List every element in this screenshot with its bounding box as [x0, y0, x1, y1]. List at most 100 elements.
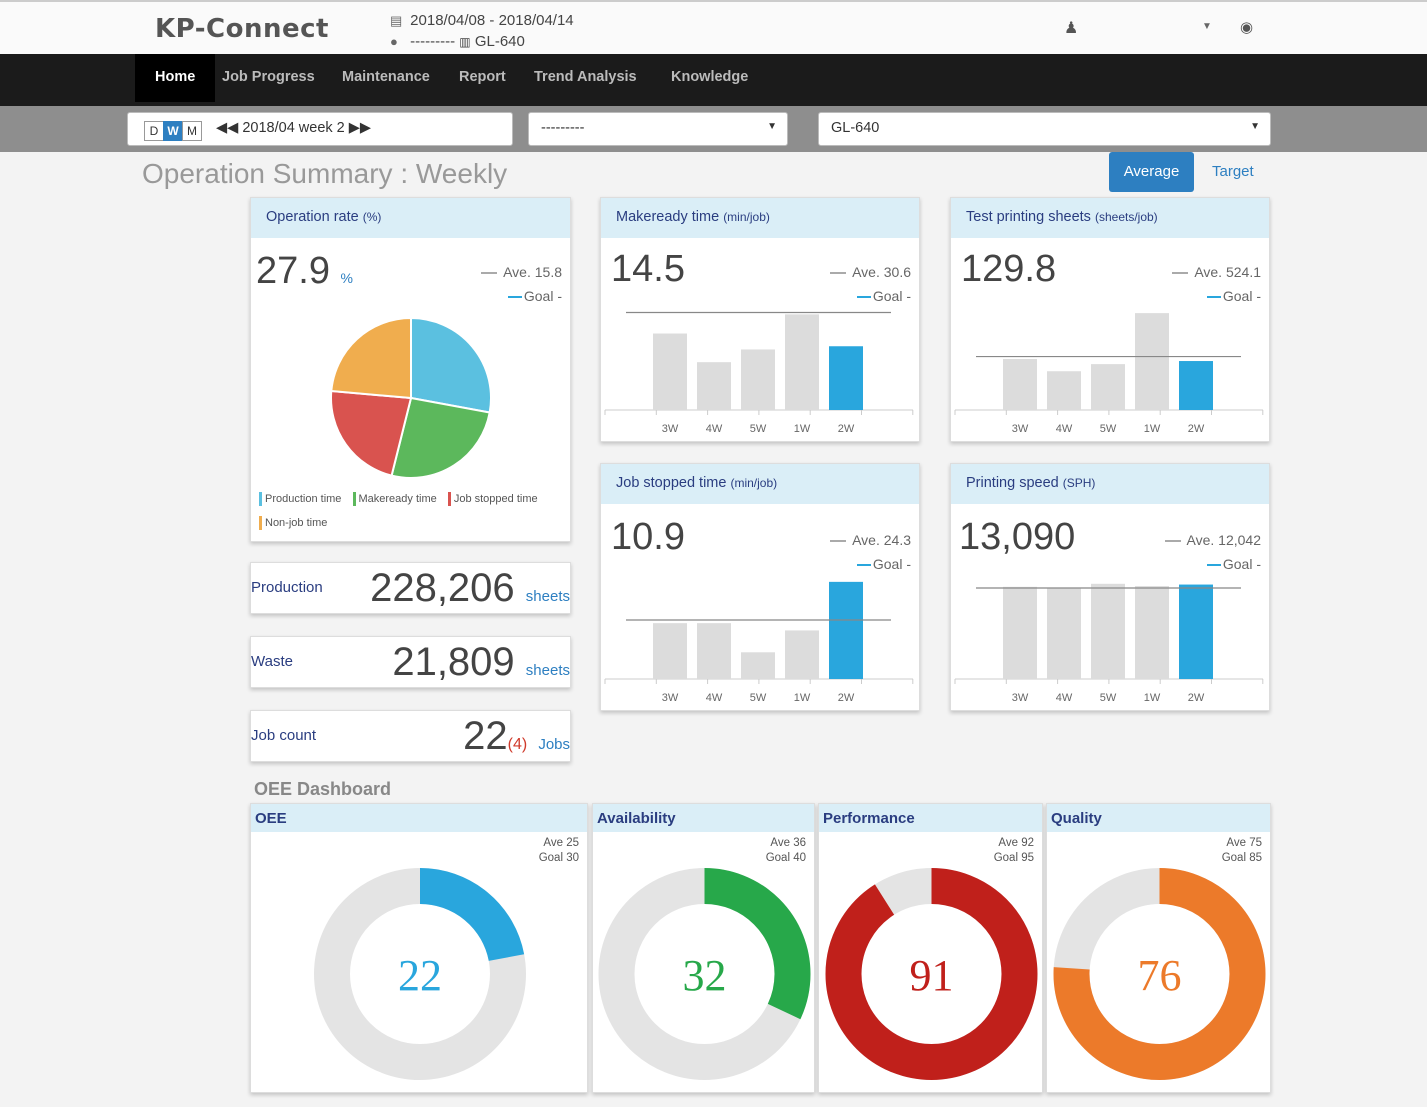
next-period-icon[interactable]: ▶▶ [348, 120, 372, 136]
nav-maintenance[interactable]: Maintenance [342, 69, 430, 85]
pie-slice-makeready-time [390, 396, 491, 479]
x-tick-label: 1W [794, 423, 811, 435]
waste-card: Waste 21,809 sheets [250, 636, 571, 688]
average-button[interactable]: Average [1109, 152, 1194, 192]
nav-trend-analysis[interactable]: Trend Analysis [534, 69, 637, 85]
machine-icon: ▥ [459, 35, 471, 49]
oee-card: OEE Ave 25 Goal 30 22 [250, 803, 588, 1093]
availability-ave: Ave 36 [770, 837, 806, 849]
quality-card: Quality Ave 75 Goal 85 76 [1046, 803, 1271, 1093]
bar-3W [1003, 359, 1037, 410]
availability-card-title: Availability [593, 804, 814, 832]
bar-4W [697, 362, 731, 410]
job-count-value: 22 [463, 714, 508, 758]
donut-value-label: 32 [683, 951, 727, 1000]
nav-report[interactable]: Report [459, 69, 506, 85]
performance-goal: Goal 95 [993, 852, 1034, 864]
printing-speed-unit: (SPH) [1062, 476, 1096, 490]
x-tick-label: 5W [750, 423, 767, 435]
bar-3W [653, 333, 687, 410]
production-label: Production [251, 579, 323, 596]
date-range: 2018/04/08 - 2018/04/14 [410, 12, 574, 29]
eye-icon[interactable]: ◉ [1240, 19, 1254, 36]
nav-home[interactable]: Home [135, 54, 216, 102]
prev-period-icon[interactable]: ◀◀ [216, 120, 239, 136]
bar-4W [1047, 588, 1081, 679]
production-value: 228,206 [370, 566, 515, 610]
availability-goal: Goal 40 [765, 852, 806, 864]
operation-rate-ave: Ave. 15.8 [503, 264, 562, 280]
makeready-goal: Goal - [872, 288, 911, 304]
job-stopped-card: Job stopped time (min/job) 10.9 Ave. 24.… [600, 463, 920, 711]
x-tick-label: 1W [1144, 692, 1161, 704]
bar-5W [1091, 364, 1125, 410]
test-printing-title: Test printing sheets [966, 209, 1091, 225]
donut-value-label: 76 [1138, 951, 1182, 1000]
nav-knowledge[interactable]: Knowledge [671, 69, 749, 85]
nav-job-progress[interactable]: Job Progress [222, 69, 315, 85]
donut-value-arc [314, 868, 526, 1080]
test-printing-bar-chart: 3W 4W 5W 1W 2W [954, 313, 1264, 435]
x-tick-label: 5W [1100, 423, 1117, 435]
bar-3W [653, 623, 687, 679]
makeready-title: Makeready time [616, 209, 720, 225]
x-tick-label: 5W [1100, 692, 1117, 704]
x-tick-label: 4W [1056, 692, 1073, 704]
performance-card-title: Performance [819, 804, 1042, 832]
user-icon[interactable]: ♟ [1064, 20, 1079, 37]
period-month-button[interactable]: M [182, 121, 202, 141]
operation-rate-unit: (%) [362, 210, 382, 224]
x-tick-label: 1W [794, 692, 811, 704]
machine-name: GL-640 [474, 33, 525, 50]
period-day-button[interactable]: D [144, 121, 164, 141]
test-printing-card: Test printing sheets (sheets/job) 129.8 … [950, 197, 1270, 442]
job-stopped-title: Job stopped time [616, 475, 727, 491]
makeready-value: 14.5 [611, 248, 685, 290]
chevron-down-icon: ▼ [1250, 121, 1260, 132]
printing-speed-ave: Ave. 12,042 [1186, 532, 1261, 548]
chevron-down-icon[interactable]: ▼ [1202, 21, 1212, 32]
bar-1W [1135, 586, 1169, 679]
x-tick-label: 3W [1012, 423, 1029, 435]
chevron-down-icon: ▼ [767, 121, 777, 132]
operation-rate-value-unit: % [340, 270, 353, 286]
operator-select-value: --------- [541, 120, 585, 136]
operator-select[interactable]: --------- ▼ [528, 112, 788, 146]
test-printing-unit: (sheets/job) [1094, 210, 1158, 224]
quality-donut-chart: 76 [1053, 868, 1266, 1080]
main-nav: Home Job Progress Maintenance Report Tre… [0, 54, 1427, 106]
job-count-unit: Jobs [538, 736, 570, 753]
waste-unit: sheets [525, 662, 570, 679]
availability-card: Availability Ave 36 Goal 40 32 [592, 803, 815, 1093]
machine-select[interactable]: GL-640 ▼ [818, 112, 1271, 146]
filter-bar: D W M ◀◀ 2018/04 week 2 ▶▶ --------- ▼ G… [0, 106, 1427, 152]
bar-4W [1047, 371, 1081, 410]
makeready-unit: (min/job) [723, 210, 770, 224]
operation-rate-title: Operation rate [266, 209, 359, 225]
x-tick-label: 5W [750, 692, 767, 704]
period-week-button[interactable]: W [163, 121, 183, 141]
job-count-extra: (4) [507, 736, 528, 753]
waste-value: 21,809 [392, 640, 515, 684]
page-title: Operation Summary : Weekly [142, 158, 508, 189]
operation-rate-card: Operation rate (%) 27.9 % Ave. 15.8 Goal… [250, 197, 571, 542]
x-tick-label: 4W [706, 423, 723, 435]
x-tick-label: 2W [838, 423, 855, 435]
oee-donut-chart: 22 [314, 868, 526, 1080]
performance-card: Performance Ave 92 Goal 95 91 [818, 803, 1043, 1093]
operation-rate-goal: Goal - [523, 288, 562, 304]
job-count-card: Job count 22(4) Jobs [250, 710, 571, 762]
x-tick-label: 1W [1144, 423, 1161, 435]
bar-5W [741, 652, 775, 679]
target-button[interactable]: Target [1212, 163, 1254, 180]
app-logo[interactable]: KP-Connect [155, 14, 329, 44]
job-stopped-goal: Goal - [872, 556, 911, 572]
oee-card-title: OEE [251, 804, 587, 832]
quality-goal: Goal 85 [1221, 852, 1262, 864]
donut-value-arc [598, 868, 811, 1080]
quality-ave: Ave 75 [1226, 837, 1262, 849]
oee-goal: Goal 30 [538, 852, 579, 864]
legend-job-stopped-time: Job stopped time [453, 492, 538, 505]
donut-value-label: 91 [910, 951, 954, 1000]
performance-ave: Ave 92 [998, 837, 1034, 849]
